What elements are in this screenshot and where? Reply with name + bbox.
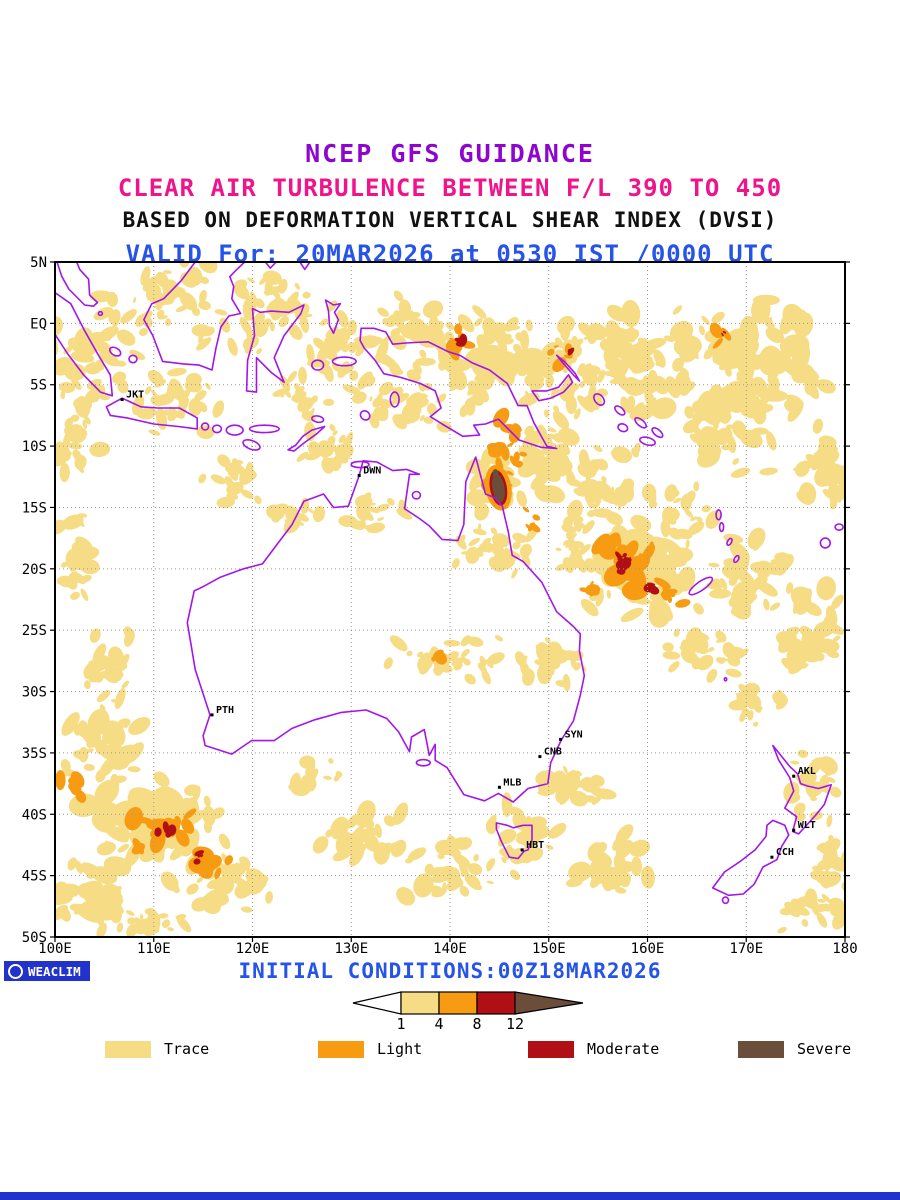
axis-ticks bbox=[50, 261, 850, 942]
colorbar-threshold-label: 12 bbox=[506, 1015, 524, 1033]
legend-item-moderate: Moderate bbox=[528, 1040, 659, 1058]
lon-tick-label: 180 bbox=[832, 941, 857, 957]
city-label-hbt: HBT bbox=[526, 840, 544, 851]
legend-row: Trace Light Moderate Severe bbox=[0, 1040, 900, 1062]
colorbar-segment-light bbox=[438, 991, 478, 1015]
city-label-mlb: MLB bbox=[503, 777, 521, 788]
lon-tick-label: 160E bbox=[631, 941, 665, 957]
legend-label-severe: Severe bbox=[797, 1040, 852, 1058]
lat-tick-label: 45S bbox=[22, 869, 47, 885]
colorbar-segment-moderate bbox=[476, 991, 516, 1015]
city-label-cch: CCH bbox=[776, 847, 794, 858]
weaclim-logo-text: WEACLIM bbox=[28, 963, 81, 979]
title-product: CLEAR AIR TURBULENCE BETWEEN F/L 390 TO … bbox=[117, 174, 783, 202]
lat-tick-label: 50S bbox=[22, 930, 47, 946]
lat-tick-label: 20S bbox=[22, 562, 47, 578]
lon-tick-label: 170E bbox=[729, 941, 763, 957]
title-method: BASED ON DEFORMATION VERTICAL SHEAR INDE… bbox=[122, 208, 778, 232]
colorbar-segment-trace bbox=[400, 991, 440, 1015]
lat-tick-label: 30S bbox=[22, 685, 47, 701]
colorbar-threshold-label: 1 bbox=[396, 1015, 405, 1033]
legend-swatch-light bbox=[318, 1040, 364, 1058]
city-marker-mlb bbox=[497, 785, 501, 789]
lon-tick-label: 110E bbox=[137, 941, 171, 957]
lat-tick-label: EQ bbox=[30, 316, 47, 332]
city-marker-syn bbox=[559, 737, 563, 741]
lon-tick-label: 130E bbox=[334, 941, 368, 957]
colorbar-severe-tip bbox=[514, 991, 584, 1015]
coastlines bbox=[55, 262, 844, 905]
legend-item-severe: Severe bbox=[738, 1040, 851, 1058]
city-label-pth: PTH bbox=[216, 705, 234, 716]
lon-tick-label: 140E bbox=[433, 941, 467, 957]
legend-label-light: Light bbox=[377, 1040, 423, 1058]
lon-tick-label: 120E bbox=[236, 941, 270, 957]
colorbar-below-tip bbox=[352, 991, 402, 1015]
city-label-syn: SYN bbox=[565, 729, 583, 740]
initial-conditions-text: INITIAL CONDITIONS:00Z18MAR2026 bbox=[238, 959, 662, 983]
weaclim-logo: WEACLIM bbox=[4, 961, 90, 981]
turbulence-severe-layer bbox=[484, 465, 512, 511]
legend-swatch-moderate bbox=[528, 1040, 574, 1058]
colorbar-threshold-label: 8 bbox=[472, 1015, 481, 1033]
title-model: NCEP GFS GUIDANCE bbox=[305, 139, 595, 168]
city-marker-hbt bbox=[520, 848, 524, 852]
legend-item-trace: Trace bbox=[105, 1040, 209, 1058]
bottom-bar bbox=[0, 1192, 900, 1200]
city-label-akl: AKL bbox=[798, 766, 816, 777]
circle-ring-icon bbox=[8, 963, 23, 979]
legend-swatch-trace bbox=[105, 1040, 151, 1058]
city-marker-dwn bbox=[357, 474, 361, 477]
lat-tick-label: 35S bbox=[22, 746, 47, 762]
gridlines bbox=[55, 262, 845, 937]
lat-tick-label: 5S bbox=[30, 378, 47, 394]
legend-label-moderate: Moderate bbox=[587, 1040, 660, 1058]
colorbar: 1 4 8 12 bbox=[352, 991, 584, 1033]
legend-label-trace: Trace bbox=[164, 1040, 210, 1058]
city-marker-cnb bbox=[538, 755, 542, 759]
lat-tick-label: 10S bbox=[22, 439, 47, 455]
colorbar-threshold-label: 4 bbox=[434, 1015, 443, 1033]
lat-tick-label: 15S bbox=[22, 501, 47, 517]
lat-tick-label: 5N bbox=[30, 255, 47, 271]
city-marker-wlt bbox=[792, 828, 796, 832]
city-marker-cch bbox=[770, 855, 774, 859]
city-marker-jkt bbox=[120, 398, 124, 401]
city-marker-akl bbox=[792, 774, 796, 778]
city-label-jkt: JKT bbox=[126, 390, 144, 401]
lon-tick-label: 150E bbox=[532, 941, 566, 957]
lat-tick-label: 25S bbox=[22, 623, 47, 639]
title-block: NCEP GFS GUIDANCE CLEAR AIR TURBULENCE B… bbox=[0, 139, 900, 268]
city-marker-pth bbox=[210, 713, 214, 717]
legend-item-light: Light bbox=[318, 1040, 422, 1058]
lon-tick-label: 100E bbox=[38, 941, 72, 957]
legend-swatch-severe bbox=[738, 1040, 784, 1058]
lat-tick-label: 40S bbox=[22, 807, 47, 823]
city-label-cnb: CNB bbox=[544, 747, 562, 758]
city-label-dwn: DWN bbox=[363, 466, 381, 477]
city-label-wlt: WLT bbox=[798, 820, 816, 831]
